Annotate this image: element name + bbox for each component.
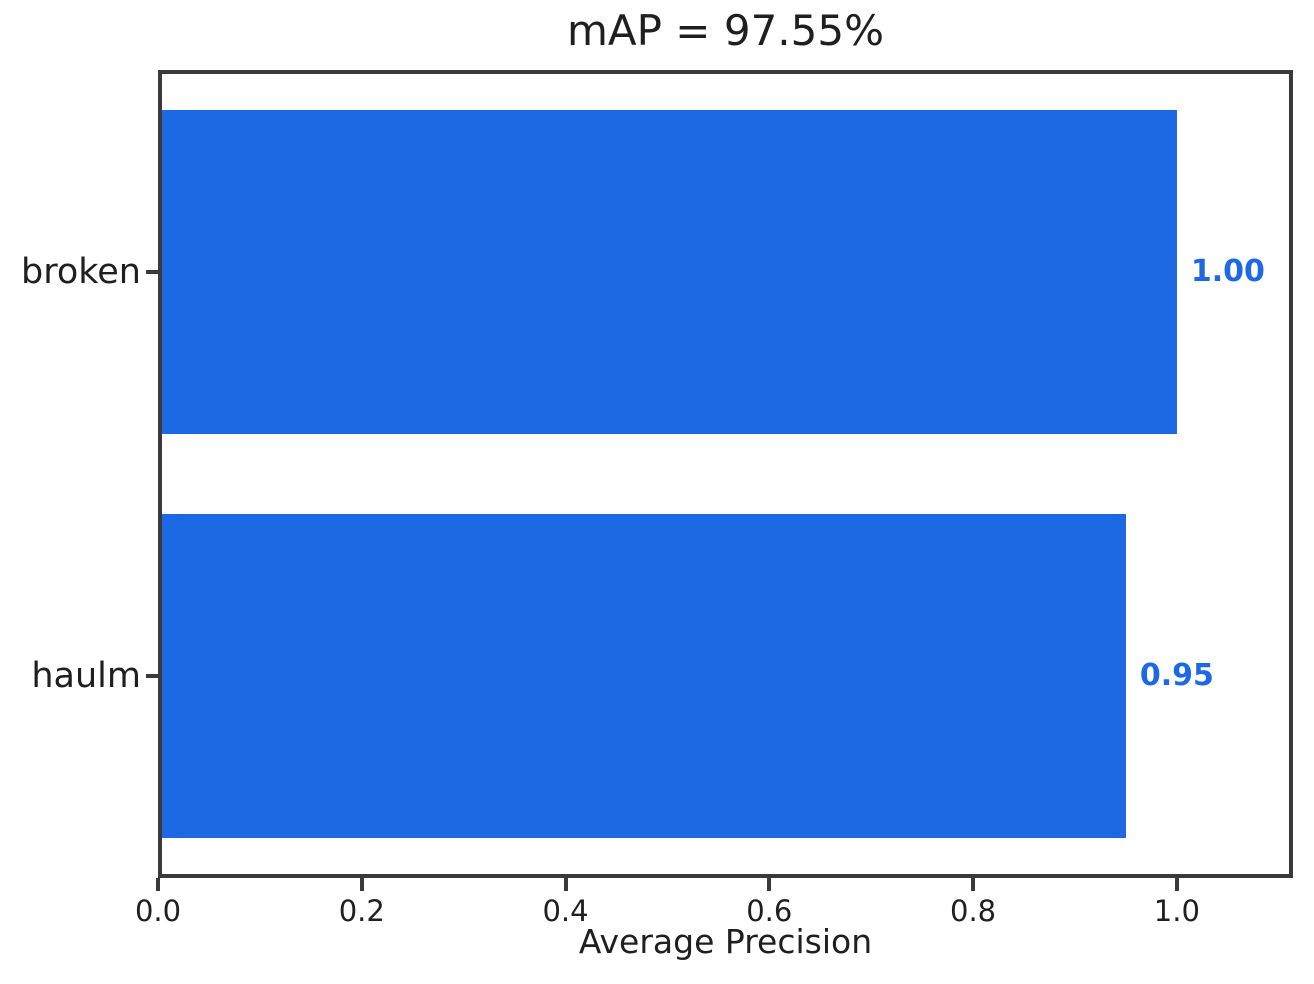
bar-value-label: 1.00	[1190, 254, 1265, 289]
y-tick-label: haulm	[31, 656, 141, 696]
bar	[162, 110, 1177, 434]
x-tick-label: 0.2	[338, 894, 385, 928]
x-tick-mark	[563, 878, 568, 891]
x-tick-mark	[971, 878, 976, 891]
x-tick-label: 0.0	[134, 894, 182, 928]
x-tick-mark	[156, 878, 160, 891]
y-tick-label: broken	[21, 252, 141, 292]
x-tick-label: 0.8	[950, 894, 997, 928]
y-tick-mark	[146, 270, 158, 274]
x-axis-label: Average Precision	[578, 922, 873, 961]
bar-value-label: 0.95	[1139, 658, 1214, 693]
chart-title: mAP = 97.55%	[566, 6, 884, 55]
y-tick-mark	[146, 674, 158, 678]
x-tick-label: 0.4	[542, 894, 589, 928]
x-tick-label: 0.6	[746, 894, 793, 928]
bar	[162, 514, 1126, 838]
x-tick-label: 1.0	[1153, 894, 1200, 928]
x-tick-mark	[359, 878, 364, 891]
x-tick-mark	[767, 878, 772, 891]
x-tick-mark	[1174, 878, 1179, 891]
